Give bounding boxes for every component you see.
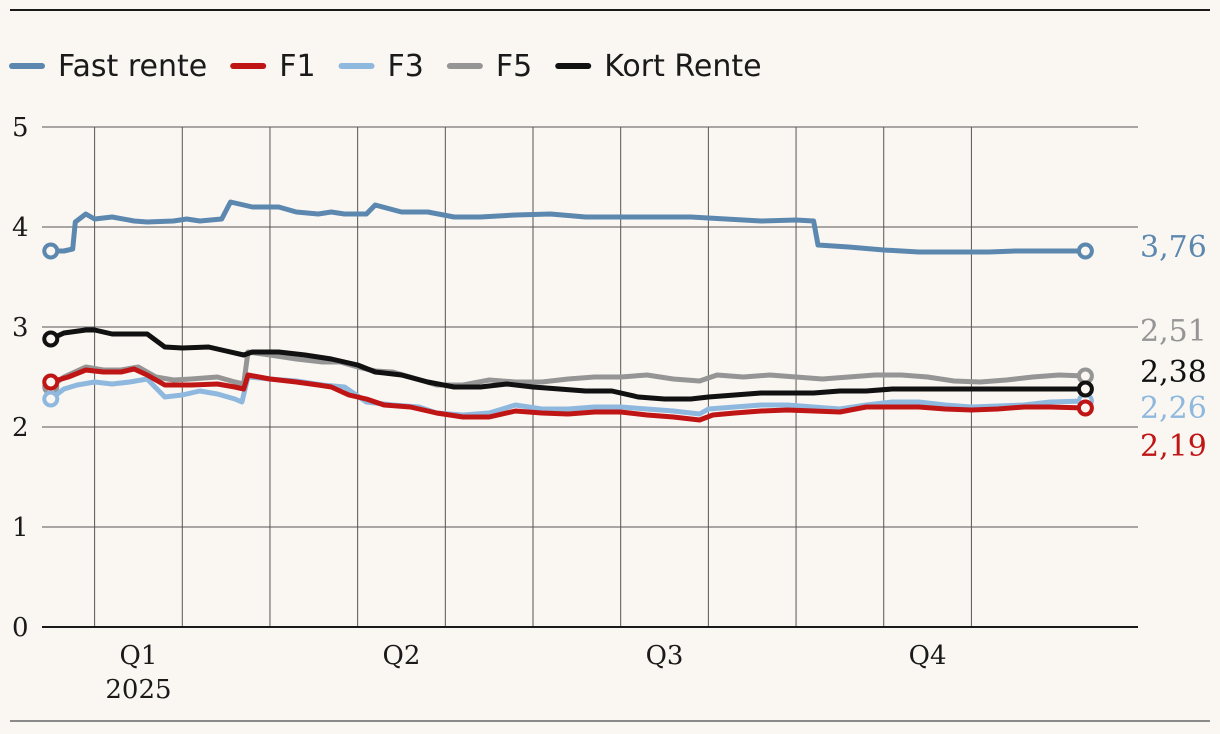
- series-line: [48, 374, 1088, 418]
- legend-entry: F5: [496, 49, 532, 84]
- legend: Fast rente F1 F3 F5 Kort Rente: [9, 49, 762, 84]
- y-tick-label: 0: [12, 613, 29, 643]
- x-tick-label: Q4: [909, 641, 947, 671]
- y-axis-ticks: 0 1 2 3 4 5: [12, 113, 29, 643]
- end-labels: 3,76 2,192,26 2,51 2,38: [1140, 230, 1207, 464]
- legend-entry: Fast rente: [58, 49, 207, 84]
- series-start-marker: [42, 373, 60, 391]
- series-end-marker: [1076, 380, 1094, 398]
- y-tick-label: 4: [12, 213, 29, 243]
- series-line: [48, 327, 1088, 402]
- legend-entry: F3: [388, 49, 424, 84]
- y-tick-label: 3: [12, 313, 29, 343]
- y-tick-label: 2: [12, 413, 29, 443]
- end-value-label: 2,19: [1140, 429, 1207, 464]
- x-axis-ticks: Q1 2025 Q2 Q3 Q4: [105, 641, 946, 705]
- series-line: [48, 366, 1088, 423]
- series-start-marker: [42, 390, 60, 408]
- series-end-marker: [1076, 242, 1094, 260]
- end-value-label: 3,76: [1140, 230, 1207, 265]
- x-tick-label: Q3: [646, 641, 684, 671]
- series-end-marker: [1076, 399, 1094, 417]
- end-value-label: 2,26: [1140, 391, 1207, 426]
- y-tick-label: 1: [12, 513, 29, 543]
- end-value-label: 2,38: [1140, 355, 1207, 390]
- x-tick-label: Q2: [383, 641, 421, 671]
- legend-entry: Kort Rente: [604, 49, 761, 84]
- series-start-marker: [42, 330, 60, 348]
- end-value-label: 2,51: [1140, 314, 1207, 349]
- series-line: [48, 199, 1088, 255]
- legend-entry: F1: [279, 49, 315, 84]
- y-tick-label: 5: [12, 113, 29, 143]
- x-tick-label: Q1: [120, 641, 158, 671]
- series-line: [48, 349, 1088, 390]
- series-group: [42, 199, 1094, 423]
- series-start-marker: [42, 242, 60, 260]
- x-tick-sublabel: 2025: [105, 675, 171, 705]
